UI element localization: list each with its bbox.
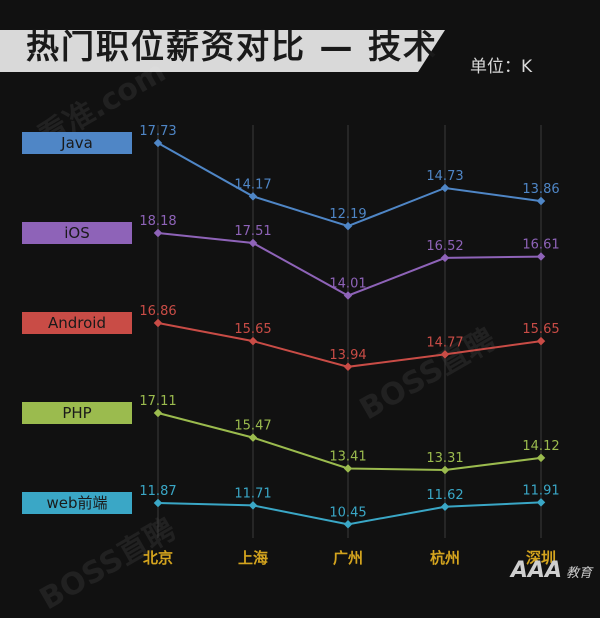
category-label-3: 杭州 — [430, 549, 460, 567]
data-label-0-2: 12.19 — [329, 207, 366, 222]
data-point-0-3 — [440, 183, 450, 193]
data-label-0-0: 17.73 — [139, 124, 176, 139]
data-point-4-3 — [440, 502, 450, 511]
data-point-1-0 — [153, 228, 163, 238]
legend-label-4: web前端 — [46, 494, 107, 512]
data-label-3-1: 15.47 — [234, 419, 271, 434]
legend-box-2 — [22, 312, 132, 334]
line-chart: 北京 上海 广州 杭州 深圳 Java 17.73 14.17 12.19 14.73 13.86 i… — [22, 124, 560, 567]
legend-label-1: iOS — [64, 224, 90, 242]
data-point-3-0 — [153, 408, 163, 418]
data-label-3-4: 14.12 — [522, 439, 559, 454]
data-point-2-0 — [153, 318, 163, 328]
data-point-3-3 — [440, 465, 450, 475]
data-label-0-3: 14.73 — [426, 169, 463, 184]
data-label-4-4: 11.91 — [522, 483, 559, 498]
data-point-3-1 — [248, 433, 258, 442]
data-label-4-3: 11.62 — [426, 488, 463, 503]
legend-box-4 — [22, 492, 132, 514]
data-label-3-0: 17.11 — [139, 394, 176, 409]
data-label-4-2: 10.45 — [329, 505, 366, 520]
legend-box-1 — [22, 222, 132, 244]
data-label-1-0: 18.18 — [139, 214, 176, 229]
data-point-2-4 — [536, 336, 546, 346]
data-point-4-4 — [536, 498, 546, 507]
data-label-2-0: 16.86 — [139, 304, 176, 319]
data-label-0-1: 14.17 — [234, 177, 271, 192]
legend-box-0 — [22, 132, 132, 154]
data-label-3-2: 13.41 — [329, 450, 366, 465]
data-point-2-1 — [248, 336, 258, 346]
data-label-3-3: 13.31 — [426, 451, 463, 466]
footer-logo: AAA 教育 — [511, 558, 592, 583]
data-point-4-0 — [153, 498, 163, 508]
data-label-1-2: 14.01 — [329, 277, 366, 292]
data-point-0-0 — [153, 138, 163, 148]
data-point-0-2 — [343, 221, 353, 231]
page-title: 热门职位薪资对比 — 技术 — [26, 27, 438, 66]
title-banner: 热门职位薪资对比 — 技术 单位：K — [0, 0, 600, 90]
category-label-0: 北京 — [143, 549, 173, 567]
data-point-1-2 — [343, 291, 353, 300]
data-label-1-3: 16.52 — [426, 239, 463, 254]
data-label-4-1: 11.71 — [234, 486, 271, 501]
data-label-0-4: 13.86 — [522, 182, 559, 197]
footer-logo-sub: 教育 — [565, 566, 592, 581]
unit-label: 单位：K — [470, 57, 533, 77]
data-point-2-2 — [343, 362, 353, 372]
data-point-1-3 — [440, 253, 450, 263]
data-label-1-1: 17.51 — [234, 224, 271, 239]
category-label-1: 上海 — [238, 549, 268, 567]
data-label-2-3: 14.77 — [426, 335, 463, 350]
banner-shape — [0, 30, 445, 72]
data-label-2-1: 15.65 — [234, 322, 271, 337]
data-label-2-2: 13.94 — [329, 348, 366, 363]
data-point-0-4 — [536, 196, 546, 206]
data-point-0-1 — [248, 192, 258, 201]
legend-label-0: Java — [60, 134, 93, 152]
legend-label-3: PHP — [62, 404, 91, 422]
data-point-2-3 — [440, 350, 450, 359]
data-point-4-1 — [248, 501, 258, 510]
data-point-1-4 — [536, 252, 546, 261]
data-point-3-2 — [343, 464, 353, 473]
data-point-1-1 — [248, 238, 258, 248]
legend-label-2: Android — [48, 314, 106, 332]
data-label-4-0: 11.87 — [139, 484, 176, 499]
category-label-4: 深圳 — [526, 549, 556, 567]
data-label-2-4: 15.65 — [522, 322, 559, 337]
data-point-3-4 — [536, 453, 546, 463]
data-label-1-4: 16.61 — [522, 238, 559, 253]
data-point-4-2 — [343, 520, 353, 529]
category-label-2: 广州 — [333, 549, 363, 567]
footer-logo-text: AAA — [510, 558, 562, 583]
legend-box-3 — [22, 402, 132, 424]
